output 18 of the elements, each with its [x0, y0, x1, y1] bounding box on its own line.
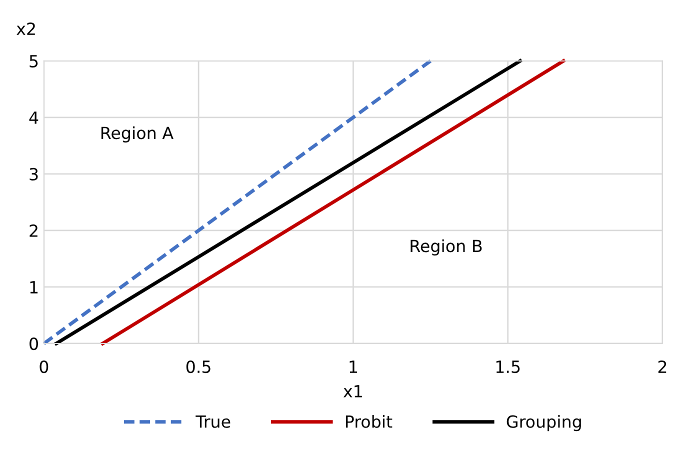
x-tick-label: 0.5 [186, 360, 210, 374]
y-tick-label: 3 [30, 168, 38, 181]
legend-label: Grouping [506, 415, 581, 432]
legend-label: Probit [346, 415, 392, 428]
y-axis-title: x2 [16, 22, 35, 35]
legend-label: True [196, 416, 230, 428]
annotation: Region B [410, 239, 482, 256]
y-tick-label: 2 [30, 224, 38, 237]
x-tick-label: 0 [40, 360, 48, 374]
x-tick-label: 2 [658, 360, 666, 373]
y-tick-label: 5 [30, 55, 38, 68]
y-tick-label: 4 [29, 112, 38, 124]
x-axis-title: x1 [343, 385, 362, 398]
y-tick-label: 1 [30, 281, 38, 294]
x-tick-label: 1 [350, 360, 357, 373]
annotation: Region A [101, 126, 174, 142]
x-tick-label: 1.5 [496, 360, 520, 374]
y-tick-label: 0 [30, 337, 38, 350]
